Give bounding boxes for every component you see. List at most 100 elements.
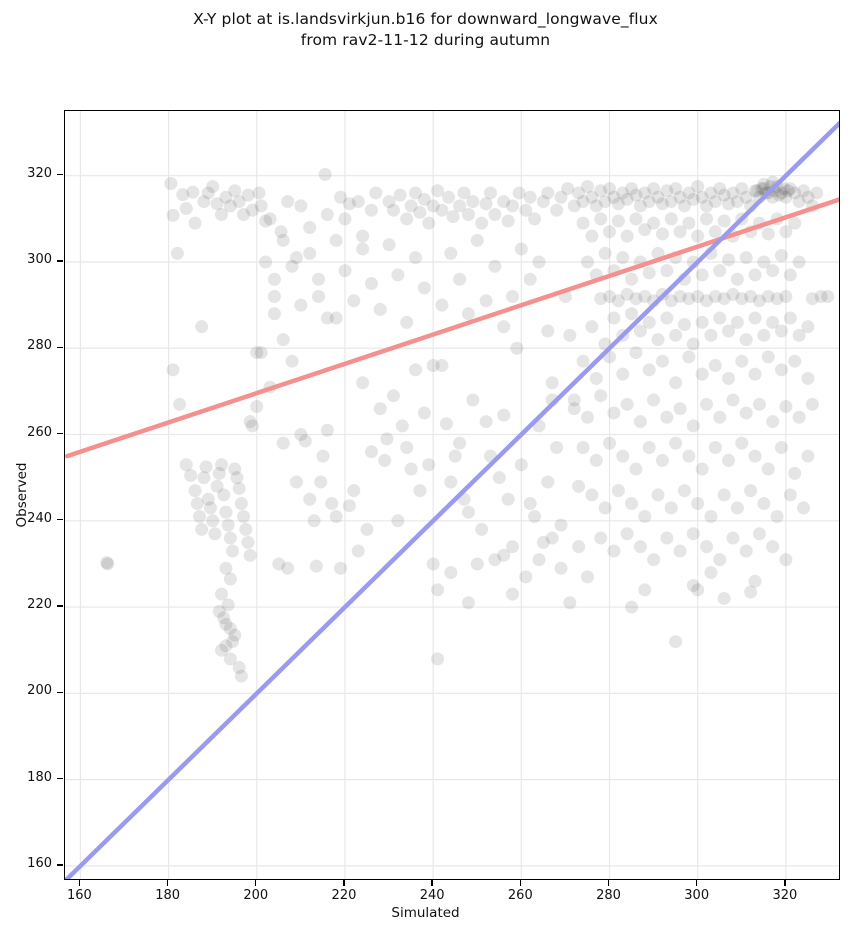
- scatter-point: [700, 397, 714, 411]
- scatter-point: [750, 184, 764, 198]
- scatter-point: [444, 566, 458, 580]
- scatter-point: [461, 505, 475, 519]
- scatter-point: [228, 462, 242, 476]
- scatter-point: [722, 253, 736, 267]
- scatter-point: [210, 197, 224, 211]
- scatter-point: [572, 540, 586, 554]
- scatter-point: [567, 402, 581, 416]
- scatter-point: [713, 311, 727, 325]
- scatter-point: [567, 199, 581, 213]
- scatter-point: [669, 436, 683, 450]
- scatter-point: [267, 272, 281, 286]
- scatter-point: [208, 527, 222, 541]
- scatter-point: [735, 292, 749, 306]
- scatter-point: [234, 669, 248, 683]
- scatter-point: [730, 272, 744, 286]
- scatter-point: [400, 212, 414, 226]
- scatter-point: [206, 179, 220, 193]
- scatter-point: [774, 186, 788, 200]
- scatter-point: [642, 266, 656, 280]
- scatter-point: [223, 572, 237, 586]
- scatter-point: [453, 436, 467, 450]
- scatter-point: [243, 548, 257, 562]
- y-tick-label: 300: [27, 251, 52, 267]
- scatter-point: [369, 186, 383, 200]
- scatter-point: [356, 242, 370, 256]
- scatter-point: [245, 419, 259, 433]
- scatter-point: [783, 268, 797, 282]
- scatter-point: [722, 197, 736, 211]
- scatter-point: [523, 190, 537, 204]
- scatter-point: [532, 553, 546, 567]
- scatter-points-group: [100, 167, 835, 683]
- scatter-point: [241, 188, 255, 202]
- scatter-point: [726, 531, 740, 545]
- scatter-point: [686, 192, 700, 206]
- scatter-point: [651, 333, 665, 347]
- scatter-point: [312, 272, 326, 286]
- scatter-point: [281, 561, 295, 575]
- scatter-point: [748, 574, 762, 588]
- scatter-point: [523, 497, 537, 511]
- scatter-point: [757, 255, 771, 269]
- scatter-point: [655, 354, 669, 368]
- scatter-point: [607, 406, 621, 420]
- scatter-point: [660, 184, 674, 198]
- scatter-point: [664, 294, 678, 308]
- scatter-point: [576, 216, 590, 230]
- scatter-point: [686, 527, 700, 541]
- scatter-point: [409, 363, 423, 377]
- scatter-point: [439, 417, 453, 431]
- scatter-point: [700, 199, 714, 213]
- scatter-point: [708, 440, 722, 454]
- scatter-point: [223, 199, 237, 213]
- x-tick-label: 300: [684, 888, 710, 903]
- scatter-point: [598, 246, 612, 260]
- scatter-point: [217, 488, 231, 502]
- scatter-point: [422, 458, 436, 472]
- scatter-point: [303, 246, 317, 260]
- scatter-point: [188, 484, 202, 498]
- plot-area: [64, 110, 840, 880]
- scatter-point: [752, 397, 766, 411]
- scatter-point: [761, 289, 775, 303]
- scatter-point: [620, 287, 634, 301]
- scatter-point: [221, 518, 235, 532]
- scatter-point: [801, 320, 815, 334]
- scatter-point: [234, 497, 248, 511]
- scatter-point: [241, 535, 255, 549]
- scatter-point: [620, 397, 634, 411]
- scatter-point: [748, 311, 762, 325]
- scatter-point: [585, 190, 599, 204]
- scatter-point: [373, 302, 387, 316]
- scatter-point: [497, 320, 511, 334]
- y-tick-mark: [57, 605, 63, 607]
- scatter-point: [625, 182, 639, 196]
- scatter-point: [347, 484, 361, 498]
- scatter-point: [744, 289, 758, 303]
- scatter-point: [334, 190, 348, 204]
- scatter-point: [616, 449, 630, 463]
- scatter-point: [695, 462, 709, 476]
- scatter-point: [382, 195, 396, 209]
- scatter-point: [730, 315, 744, 329]
- scatter-point: [239, 522, 253, 536]
- scatter-point: [422, 216, 436, 230]
- x-tick-label: 200: [243, 888, 269, 903]
- scatter-point: [642, 195, 656, 209]
- scatter-point: [761, 227, 775, 241]
- scatter-point: [309, 559, 323, 573]
- scatter-point: [519, 570, 533, 584]
- scatter-point: [351, 544, 365, 558]
- scatter-point: [805, 397, 819, 411]
- y-tick-mark: [57, 864, 63, 866]
- scatter-point: [585, 320, 599, 334]
- scatter-point: [664, 195, 678, 209]
- scatter-point: [228, 184, 242, 198]
- y-tick-label: 180: [27, 769, 52, 785]
- scatter-point: [792, 195, 806, 209]
- scatter-point: [730, 501, 744, 515]
- scatter-point: [435, 298, 449, 312]
- scatter-point: [294, 298, 308, 312]
- scatter-point: [783, 311, 797, 325]
